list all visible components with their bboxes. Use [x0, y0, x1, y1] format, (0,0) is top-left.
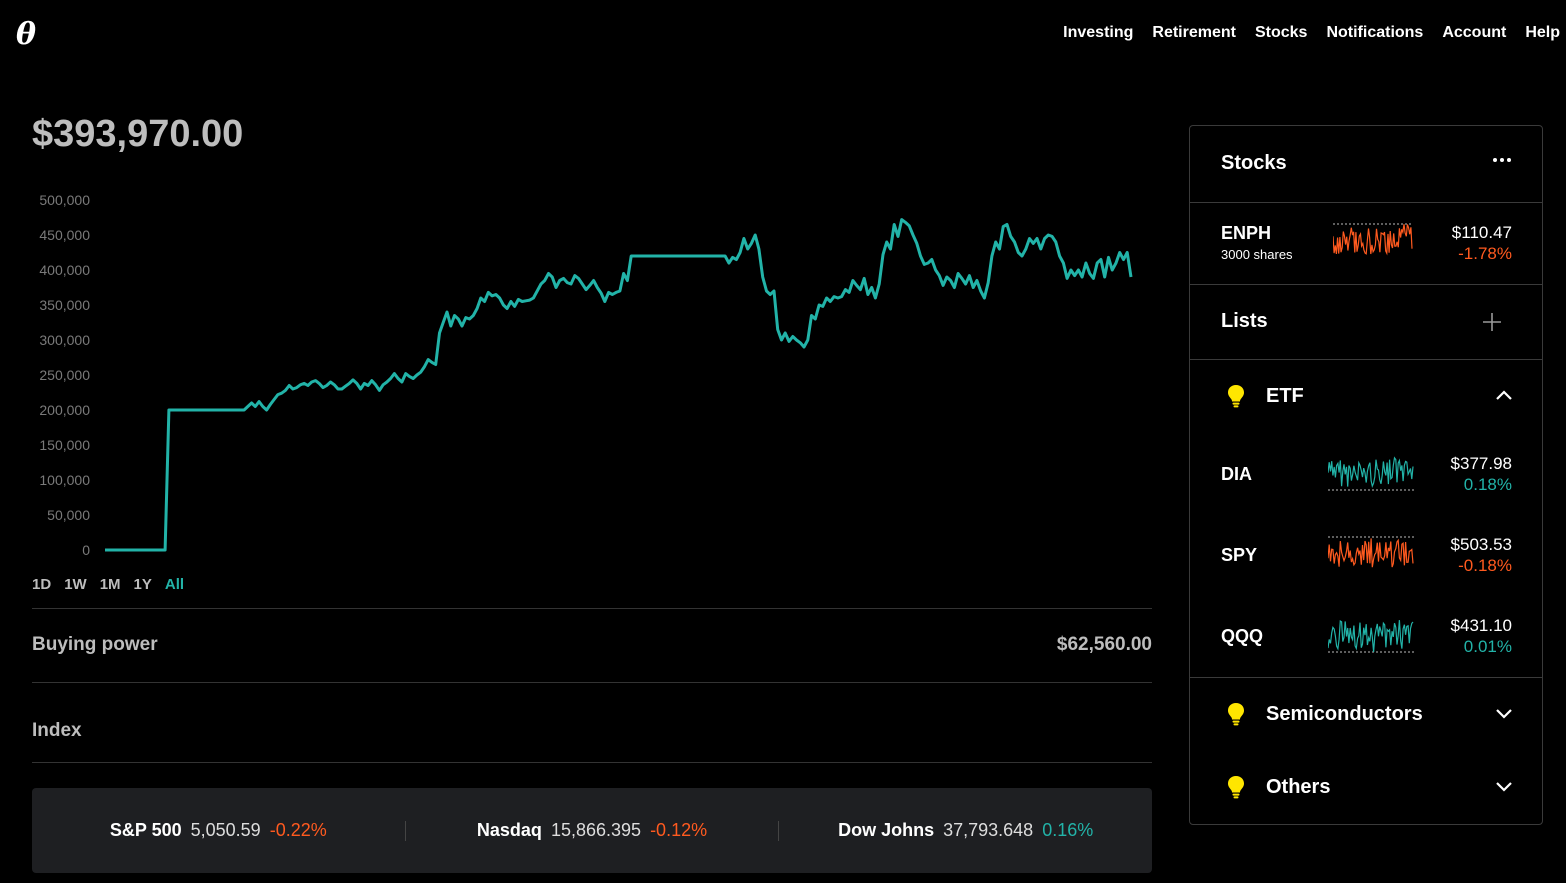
index-item-nasdaq[interactable]: Nasdaq 15,866.395 -0.12%: [406, 820, 779, 841]
index-change: -0.22%: [269, 820, 327, 840]
list-group-others[interactable]: Others: [1190, 767, 1542, 807]
index-value: 37,793.648: [943, 820, 1034, 840]
watchlist-panel: Stocks ENPH 3000 shares $110.47 -1.78% L…: [1189, 125, 1543, 825]
list-item-dia[interactable]: DIA $377.98 0.18%: [1190, 436, 1542, 512]
sparkline-qqq: [1328, 619, 1414, 653]
y-tick-label: 150,000: [39, 437, 90, 453]
nav-stocks[interactable]: Stocks: [1254, 24, 1308, 41]
nav-retirement[interactable]: Retirement: [1152, 24, 1236, 41]
divider: [1190, 359, 1542, 360]
y-tick-label: 450,000: [39, 227, 90, 243]
range-tab-1m[interactable]: 1M: [99, 576, 121, 593]
list-group-name: Semiconductors: [1266, 703, 1423, 725]
list-group-name: Others: [1266, 776, 1331, 798]
list-group-etf[interactable]: ETF: [1190, 376, 1542, 416]
range-tab-all[interactable]: All: [164, 576, 185, 593]
index-name: S&P 500: [109, 820, 182, 840]
sparkline-dia: [1328, 456, 1414, 491]
holding-change: -1.78%: [1458, 244, 1512, 263]
divider: [32, 762, 1152, 763]
etf-symbol: DIA: [1221, 464, 1252, 484]
list-group-semiconductors[interactable]: Semiconductors: [1190, 694, 1542, 734]
y-tick-label: 200,000: [39, 402, 90, 418]
nav-investing[interactable]: Investing: [1063, 24, 1134, 41]
divider: [1190, 284, 1542, 285]
y-tick-label: 50,000: [47, 507, 90, 523]
y-tick-label: 0: [82, 542, 90, 558]
index-value: 5,050.59: [190, 820, 261, 840]
y-tick-label: 500,000: [39, 192, 90, 208]
index-separator: [778, 820, 780, 841]
chevron-up-icon[interactable]: [1496, 390, 1512, 400]
index-item-sp500[interactable]: S&P 500 5,050.59 -0.22%: [32, 820, 405, 841]
list-item-spy[interactable]: SPY $503.53 -0.18%: [1190, 517, 1542, 593]
lists-section-title: Lists: [1221, 310, 1268, 332]
sparkline-enph: [1333, 223, 1413, 256]
etf-symbol: SPY: [1221, 545, 1258, 565]
index-change: 0.16%: [1042, 820, 1094, 840]
etf-price: $431.10: [1450, 616, 1512, 635]
etf-change: 0.18%: [1463, 475, 1512, 494]
divider: [1190, 202, 1542, 203]
plus-icon[interactable]: [1482, 312, 1502, 332]
etf-change: -0.18%: [1458, 556, 1512, 575]
holding-row-enph[interactable]: ENPH 3000 shares $110.47 -1.78%: [1190, 203, 1542, 284]
nav-account[interactable]: Account: [1442, 24, 1507, 41]
divider: [1190, 677, 1542, 678]
range-tab-1d[interactable]: 1D: [32, 576, 52, 593]
etf-price: $503.53: [1450, 535, 1512, 554]
app-logo[interactable]: θ: [16, 17, 37, 52]
holding-symbol: ENPH: [1221, 223, 1272, 243]
nav-notifications[interactable]: Notifications: [1326, 24, 1424, 41]
index-ticker-bar: S&P 500 5,050.59 -0.22% Nasdaq 15,866.39…: [32, 788, 1152, 873]
more-horizontal-icon[interactable]: [1492, 157, 1512, 163]
index-item-dow[interactable]: Dow Johns 37,793.648 0.16%: [779, 820, 1152, 841]
buying-power-value: $62,560.00: [1056, 634, 1152, 655]
nav-help[interactable]: Help: [1525, 24, 1560, 41]
etf-price: $377.98: [1450, 454, 1512, 473]
list-item-qqq[interactable]: QQQ $431.10 0.01%: [1190, 598, 1542, 674]
top-nav: Investing Retirement Stocks Notification…: [1063, 24, 1560, 42]
sparkline-spy: [1328, 536, 1414, 568]
y-tick-label: 100,000: [39, 472, 90, 488]
y-tick-label: 400,000: [39, 262, 90, 278]
chevron-down-icon[interactable]: [1496, 709, 1512, 719]
stocks-section-title: Stocks: [1221, 152, 1287, 174]
buying-power-label: Buying power: [32, 634, 158, 655]
chevron-down-icon[interactable]: [1496, 782, 1512, 792]
y-tick-label: 250,000: [39, 367, 90, 383]
portfolio-series-line: [105, 218, 1133, 552]
y-tick-label: 350,000: [39, 297, 90, 313]
range-tabs: 1D 1W 1M 1Y All: [32, 576, 184, 593]
etf-change: 0.01%: [1463, 637, 1512, 656]
list-group-name: ETF: [1266, 385, 1304, 407]
lightbulb-icon: [1228, 385, 1244, 408]
holding-price: $110.47: [1451, 223, 1512, 242]
index-name: Nasdaq: [476, 820, 542, 840]
y-tick-label: 300,000: [39, 332, 90, 348]
range-tab-1w[interactable]: 1W: [64, 576, 87, 593]
divider: [32, 682, 1152, 683]
index-value: 15,866.395: [550, 820, 642, 840]
index-name: Dow Johns: [838, 820, 935, 840]
lightbulb-icon: [1228, 703, 1244, 726]
portfolio-value: $393,970.00: [32, 113, 244, 155]
holding-shares: 3000 shares: [1221, 247, 1293, 262]
etf-symbol: QQQ: [1221, 626, 1264, 646]
portfolio-chart: 0 50,000 100,000 150,000 200,000 250,000 300,0…: [39, 192, 1133, 558]
index-label: Index: [32, 720, 82, 741]
index-change: -0.12%: [650, 820, 708, 840]
range-tab-1y[interactable]: 1Y: [133, 576, 152, 593]
index-separator: [404, 820, 406, 841]
lightbulb-icon: [1228, 776, 1244, 799]
divider: [32, 608, 1152, 609]
